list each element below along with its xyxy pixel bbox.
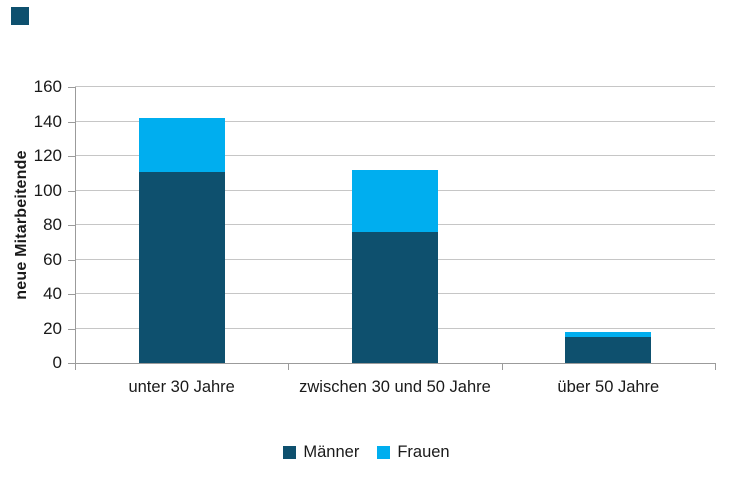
y-tick-label-100: 100: [33, 180, 62, 200]
y-tick-label-120: 120: [33, 146, 62, 165]
gridline-y-140: [75, 120, 715, 122]
bar-0: [138, 118, 225, 363]
bar-2-segment-männer: [565, 337, 652, 363]
category-cell-2: [502, 87, 715, 363]
y-tick-label-20: 20: [43, 318, 62, 338]
y-tick-label-80: 80: [43, 215, 62, 234]
bar-0-segment-männer: [138, 171, 225, 363]
y-tick-label-140: 140: [33, 111, 62, 131]
y-tick-label-40: 40: [43, 284, 62, 303]
y-tick-mark-0: [68, 363, 75, 364]
bar-1-segment-männer: [351, 231, 438, 363]
y-axis-line: [75, 87, 76, 370]
legend-entry-frauen: Frauen: [377, 443, 450, 462]
y-tick-label-60: 60: [43, 249, 62, 269]
bar-1-segment-frauen: [351, 169, 438, 232]
legend-swatch-frauen-icon: [377, 446, 391, 459]
plot-area: [75, 86, 715, 363]
legend-swatch-maenner-icon: [283, 446, 297, 459]
y-tick-mark-40: [68, 294, 75, 295]
category-cell-1: [288, 87, 501, 363]
bar-2-segment-frauen: [565, 331, 652, 338]
y-tick-mark-160: [68, 87, 75, 88]
y-tick-label-160: 160: [33, 77, 62, 96]
legend-label-maenner: Männer: [303, 443, 360, 461]
x-axis-labels: unter 30 Jahre zwischen 30 und 50 Jahre üb…: [75, 377, 715, 397]
legend-entry-maenner: Männer: [283, 443, 359, 462]
y-tick-mark-100: [68, 190, 75, 192]
y-tick-label-0: 0: [52, 353, 62, 372]
x-tick-mark-1: [288, 363, 290, 370]
corner-accent-square: [11, 7, 29, 25]
x-axis-label-1: zwischen 30 und 50 Jahre: [299, 378, 491, 396]
y-tick-mark-140: [68, 121, 75, 123]
bar-0-segment-frauen: [138, 118, 225, 172]
category-cell-0: [75, 87, 288, 363]
y-tick-mark-80: [68, 225, 75, 226]
bar-2: [565, 331, 652, 363]
x-tick-mark-end: [715, 363, 716, 370]
x-tick-mark-2: [501, 363, 503, 370]
x-tick-mark-0: [75, 363, 76, 370]
legend-label-frauen: Frauen: [397, 443, 450, 461]
y-tick-mark-20: [68, 328, 75, 330]
x-axis-label-2: über 50 Jahre: [557, 378, 660, 396]
chart-legend: Männer Frauen: [0, 443, 733, 462]
y-tick-mark-60: [68, 259, 75, 261]
gridline-y-120: [75, 155, 715, 156]
bar-1: [351, 169, 438, 363]
x-axis-label-0: unter 30 Jahre: [128, 378, 235, 396]
x-axis-line: [75, 363, 716, 364]
gridline-y-160: [75, 86, 715, 87]
y-tick-mark-120: [68, 156, 75, 157]
